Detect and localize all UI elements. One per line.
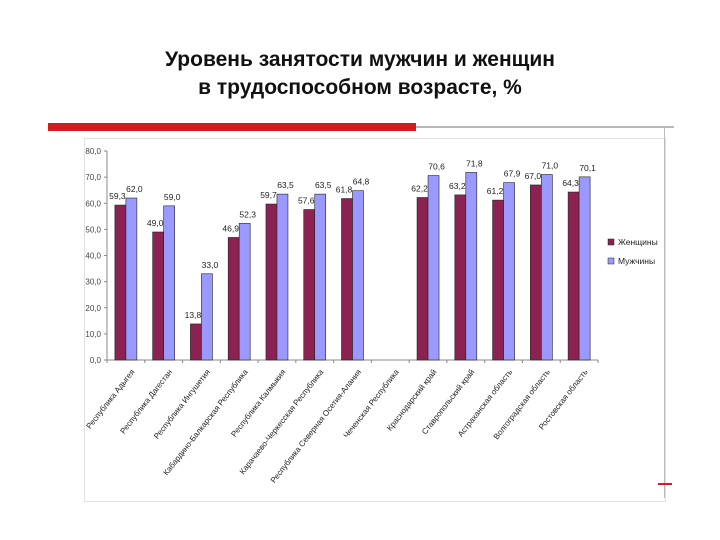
y-tick-label: 50,0: [85, 225, 101, 234]
y-tick-label: 10,0: [85, 330, 101, 339]
data-label-women: 62,2: [411, 184, 428, 194]
bar-women: [416, 197, 429, 361]
bar-women: [567, 191, 580, 361]
data-label-men: 64,8: [353, 177, 370, 187]
data-label-men: 63,5: [315, 180, 332, 190]
bar-men: [314, 193, 327, 361]
y-tick-label: 30,0: [85, 278, 101, 287]
category-label: Карачаево-Черкесская Республика: [238, 367, 326, 476]
bar-men: [578, 176, 591, 361]
data-label-men: 67,9: [504, 169, 521, 179]
data-label-men: 59,0: [164, 192, 181, 202]
slide-title: Уровень занятости мужчин и женщин в труд…: [0, 46, 720, 102]
data-label-women: 63,2: [449, 181, 466, 191]
data-label-men: 71,0: [542, 161, 559, 171]
data-label-men: 70,6: [428, 162, 445, 172]
bar-men: [465, 172, 478, 361]
bar-women: [265, 203, 278, 361]
bar-men: [503, 182, 515, 361]
data-label-men: 70,1: [579, 163, 596, 173]
data-label-women: 49,0: [147, 218, 164, 228]
chart-frame: [84, 138, 666, 502]
y-tick-label: 0,0: [90, 356, 102, 365]
bar-men: [163, 205, 175, 361]
data-label-women: 59,7: [260, 190, 277, 200]
data-label-women: 61,2: [487, 186, 504, 196]
bar-men: [201, 273, 213, 361]
title-rule-gray: [416, 126, 674, 128]
data-label-women: 46,9: [222, 223, 239, 233]
data-label-women: 57,6: [298, 196, 315, 206]
data-label-men: 33,0: [202, 260, 219, 270]
data-label-men: 71,8: [466, 158, 483, 168]
slide-border-line: [664, 128, 665, 498]
bar-women: [152, 231, 164, 361]
bar-men: [125, 197, 138, 361]
data-label-women: 67,0: [525, 171, 542, 181]
legend-label: Мужчины: [618, 256, 655, 266]
y-tick-label: 20,0: [85, 304, 101, 313]
y-tick-label: 60,0: [85, 199, 101, 208]
bar-men: [427, 175, 440, 361]
bar-women: [190, 323, 202, 361]
bar-women: [530, 184, 542, 361]
bar-women: [454, 194, 467, 361]
bar-men: [238, 223, 251, 361]
slide-accent-mark: [658, 483, 672, 485]
data-label-women: 13,8: [185, 310, 202, 320]
data-label-men: 62,0: [126, 184, 143, 194]
bar-women: [341, 198, 353, 361]
bar-women: [303, 209, 316, 361]
data-label-women: 64,3: [562, 178, 579, 188]
legend-label: Женщины: [618, 237, 658, 247]
data-label-women: 59,3: [109, 191, 126, 201]
y-tick-label: 80,0: [85, 147, 101, 156]
y-tick-label: 40,0: [85, 252, 101, 261]
data-label-women: 61,8: [336, 185, 353, 195]
bar-men: [541, 174, 553, 361]
bar-men: [276, 193, 289, 361]
bar-women: [114, 204, 127, 361]
legend-swatch: [607, 238, 615, 246]
y-tick-label: 70,0: [85, 173, 101, 182]
slide-title-line-2: в трудоспособном возрасте, %: [198, 76, 522, 99]
slide-title-line-1: Уровень занятости мужчин и женщин: [165, 48, 555, 71]
data-label-men: 52,3: [239, 209, 256, 219]
title-rule-red: [48, 123, 416, 131]
bar-men: [352, 190, 364, 361]
bar-women: [492, 199, 504, 361]
data-label-men: 63,5: [277, 180, 294, 190]
bar-women: [227, 237, 240, 361]
legend-swatch: [607, 257, 615, 265]
